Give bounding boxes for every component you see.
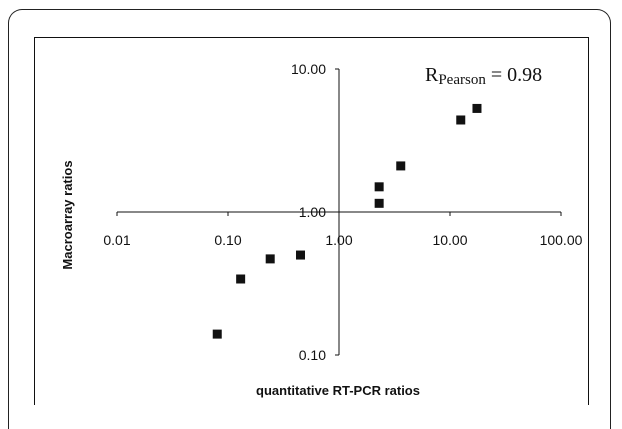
data-point	[265, 254, 275, 264]
pearson-annotation-prefix: R	[425, 64, 439, 86]
pearson-annotation-value: = 0.98	[486, 64, 542, 86]
x-axis-title: quantitative RT-PCR ratios	[256, 383, 420, 398]
y-tick-labels: 0.10 1.00 10.00	[291, 61, 339, 363]
pearson-annotation: RPearson = 0.98	[425, 64, 542, 88]
data-point	[374, 182, 384, 192]
x-tick-label: 0.10	[214, 232, 241, 248]
data-point	[296, 250, 306, 260]
x-tick-label: 1.00	[325, 232, 352, 248]
x-tick-labels: 0.01 0.10 1.00 10.00 100.00	[103, 212, 583, 248]
data-point	[472, 103, 482, 113]
chart-frame	[8, 9, 611, 429]
data-point	[456, 115, 466, 125]
y-tick-label: 0.10	[299, 347, 326, 363]
x-tick-label: 100.00	[540, 232, 583, 248]
data-points	[212, 103, 482, 339]
x-tick-label: 0.01	[103, 232, 130, 248]
y-axis-title: Macroarray ratios	[60, 160, 75, 269]
y-tick-label: 1.00	[299, 204, 326, 220]
x-tick-label: 10.00	[432, 232, 467, 248]
y-tick-label: 10.00	[291, 61, 326, 77]
data-point	[396, 161, 406, 171]
data-point	[236, 274, 246, 284]
data-point	[374, 198, 384, 208]
data-point	[212, 329, 222, 339]
plot-area-border	[34, 37, 589, 405]
pearson-annotation-subscript: Pearson	[438, 72, 486, 88]
